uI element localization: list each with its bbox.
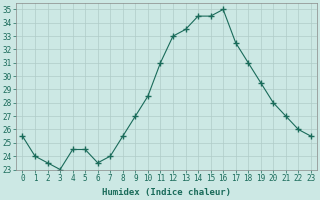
X-axis label: Humidex (Indice chaleur): Humidex (Indice chaleur) (102, 188, 231, 197)
